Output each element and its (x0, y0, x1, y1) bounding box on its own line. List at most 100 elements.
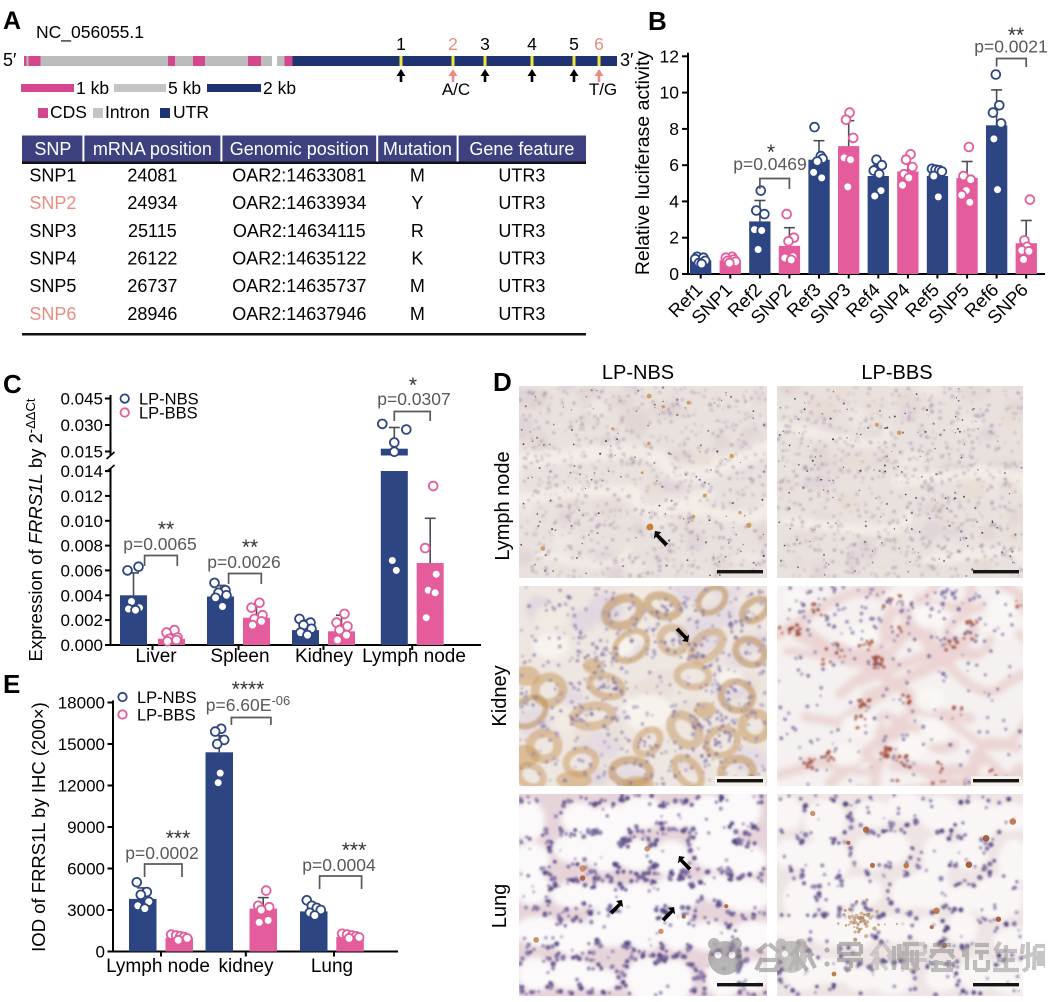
svg-text:SNP: SNP (34, 139, 71, 159)
svg-text:SNP3: SNP3 (29, 221, 76, 241)
svg-text:p=0.0065: p=0.0065 (123, 534, 196, 554)
svg-text:M: M (410, 276, 425, 296)
svg-text:IOD of FRRS1L by IHC (200×): IOD of FRRS1L by IHC (200×) (28, 702, 49, 952)
svg-text:15000: 15000 (58, 735, 105, 754)
svg-text:**: ** (1008, 24, 1024, 47)
svg-text:0.006: 0.006 (60, 561, 103, 580)
svg-text:D: D (493, 367, 512, 397)
svg-text:UTR3: UTR3 (498, 276, 545, 296)
svg-text:5: 5 (569, 34, 579, 54)
svg-text:4: 4 (527, 34, 537, 54)
svg-text:OAR2:14635122: OAR2:14635122 (232, 249, 366, 269)
svg-text:2: 2 (448, 34, 458, 54)
svg-text:Spleen: Spleen (210, 646, 269, 667)
svg-text:***: *** (166, 827, 191, 850)
svg-text:C: C (3, 369, 22, 399)
svg-text:28946: 28946 (127, 304, 177, 324)
svg-text:6000: 6000 (67, 860, 105, 879)
svg-text:SNP5: SNP5 (29, 276, 76, 296)
svg-text:CDS: CDS (50, 102, 87, 122)
svg-text:Intron: Intron (105, 102, 150, 122)
svg-text:K: K (411, 249, 423, 269)
svg-text:Lymph node: Lymph node (106, 956, 210, 977)
svg-text:1 kb: 1 kb (76, 78, 109, 98)
svg-text:24934: 24934 (127, 193, 177, 213)
svg-text:5 kb: 5 kb (168, 78, 201, 98)
svg-text:6: 6 (669, 155, 679, 175)
svg-text:****: **** (232, 678, 265, 701)
svg-text:M: M (410, 304, 425, 324)
svg-text:SNP4: SNP4 (29, 249, 76, 269)
svg-text:*: * (767, 141, 775, 164)
svg-text:**: ** (158, 518, 174, 541)
svg-text:Gene feature: Gene feature (469, 139, 574, 159)
svg-text:p=0.0004: p=0.0004 (302, 855, 376, 875)
svg-text:0.010: 0.010 (60, 512, 103, 531)
svg-text:UTR3: UTR3 (498, 193, 545, 213)
svg-text:**: ** (242, 536, 258, 559)
svg-text:0.012: 0.012 (60, 487, 103, 506)
svg-text:p=0.0026: p=0.0026 (207, 552, 280, 572)
svg-text:SNP1: SNP1 (29, 165, 76, 185)
svg-text:3′: 3′ (620, 50, 634, 70)
svg-text:3: 3 (480, 34, 490, 54)
svg-text:0.008: 0.008 (60, 537, 103, 556)
svg-text:1: 1 (396, 34, 406, 54)
svg-text:UTR3: UTR3 (498, 165, 545, 185)
svg-text:LP-NBS: LP-NBS (137, 689, 197, 707)
svg-text:12000: 12000 (58, 777, 105, 796)
svg-text:*: * (409, 374, 417, 397)
svg-text:9000: 9000 (67, 818, 105, 837)
svg-text:26737: 26737 (127, 276, 177, 296)
svg-text:NC_056055.1: NC_056055.1 (36, 22, 144, 43)
svg-text:0.004: 0.004 (60, 586, 103, 605)
svg-text:M: M (410, 165, 425, 185)
svg-text:Kidney: Kidney (490, 665, 511, 726)
svg-text:LP-NBS: LP-NBS (139, 391, 199, 409)
svg-text:26122: 26122 (127, 249, 177, 269)
svg-text:Lymph node: Lymph node (362, 646, 466, 667)
svg-text:Relative luciferase activity: Relative luciferase activity (632, 51, 654, 276)
svg-text:4: 4 (669, 191, 679, 211)
svg-text:B: B (648, 6, 667, 36)
svg-text:OAR2:14637946: OAR2:14637946 (232, 304, 366, 324)
svg-text:UTR3: UTR3 (498, 221, 545, 241)
svg-text:OAR2:14634115: OAR2:14634115 (233, 221, 366, 241)
svg-text:0.045: 0.045 (60, 390, 103, 409)
svg-text:2 kb: 2 kb (263, 78, 296, 98)
svg-text:LP-BBS: LP-BBS (139, 405, 198, 423)
svg-text:8: 8 (669, 119, 679, 139)
svg-text:Lung: Lung (311, 956, 353, 977)
svg-text:R: R (411, 221, 424, 241)
svg-text:OAR2:14633934: OAR2:14633934 (232, 193, 366, 213)
svg-text:0.015: 0.015 (60, 443, 103, 462)
svg-text:5′: 5′ (3, 50, 17, 70)
svg-text:LP-BBS: LP-BBS (137, 706, 196, 724)
svg-text:SNP2: SNP2 (29, 193, 76, 213)
svg-text:A/C: A/C (442, 80, 470, 99)
svg-text:mRNA position: mRNA position (93, 139, 212, 159)
svg-text:UTR: UTR (173, 102, 209, 122)
svg-text:T/G: T/G (589, 80, 617, 99)
svg-text:A: A (3, 7, 21, 35)
svg-text:12: 12 (660, 46, 679, 66)
svg-text:SNP6: SNP6 (29, 304, 76, 324)
svg-text:kidney: kidney (219, 956, 274, 977)
svg-text:18000: 18000 (58, 694, 105, 713)
svg-text:10: 10 (660, 83, 680, 103)
svg-text:E: E (3, 669, 20, 699)
svg-text:p=6.60E-06: p=6.60E-06 (206, 693, 290, 715)
svg-text:0.030: 0.030 (60, 416, 103, 435)
svg-text:p=0.0469: p=0.0469 (733, 154, 806, 174)
svg-text:UTR3: UTR3 (498, 304, 545, 324)
svg-text:LP-BBS: LP-BBS (861, 362, 932, 384)
svg-text:Genomic position: Genomic position (230, 139, 369, 159)
svg-text:0: 0 (669, 264, 679, 284)
svg-text:2: 2 (669, 228, 679, 248)
svg-text:LP-NBS: LP-NBS (602, 362, 674, 384)
svg-text:0.002: 0.002 (60, 611, 103, 630)
svg-text:OAR2:14635737: OAR2:14635737 (232, 276, 366, 296)
svg-text:Mutation: Mutation (383, 139, 452, 159)
svg-text:6: 6 (594, 34, 604, 54)
svg-text:Lymph node: Lymph node (492, 451, 514, 560)
